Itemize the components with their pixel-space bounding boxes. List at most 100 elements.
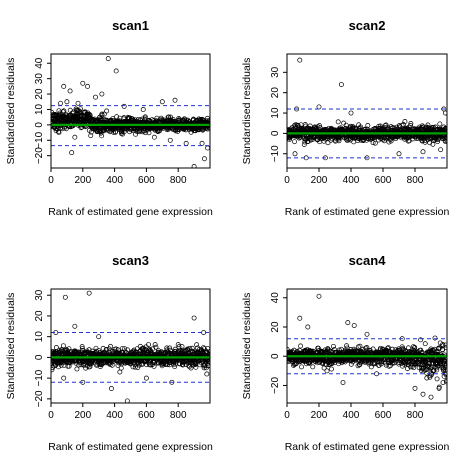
data-point	[430, 368, 436, 374]
data-point	[205, 360, 210, 366]
data-point	[167, 345, 173, 351]
y-axis-label: Standardised residuals	[241, 58, 253, 165]
x-tick-label: 800	[170, 410, 187, 421]
data-point	[298, 343, 304, 349]
data-point	[99, 133, 105, 139]
data-point	[365, 123, 371, 128]
data-point	[292, 139, 297, 145]
y-tick-label: 10	[270, 107, 281, 119]
x-tick-label: 200	[311, 410, 328, 421]
y-tick-label: 30	[270, 66, 281, 78]
x-tick-label: 200	[311, 175, 328, 186]
x-axis-label: Rank of estimated gene expression	[285, 441, 450, 453]
outlier-point	[428, 394, 434, 400]
data-point	[142, 114, 148, 120]
x-tick-label: 0	[48, 175, 54, 186]
outlier-point	[58, 100, 63, 106]
data-point	[80, 345, 85, 351]
outlier-point	[420, 149, 426, 155]
y-tick-label: −10	[34, 369, 45, 386]
data-point	[360, 346, 366, 352]
outlier-point	[80, 80, 86, 86]
data-point	[377, 345, 383, 351]
outlier-point	[396, 151, 402, 157]
outlier-point	[316, 293, 322, 299]
data-point	[154, 118, 160, 124]
data-point	[317, 123, 322, 129]
data-point	[419, 138, 425, 144]
outlier-point	[113, 68, 119, 74]
x-tick-label: 800	[407, 410, 424, 421]
points-group	[51, 56, 210, 168]
data-point	[434, 376, 440, 382]
outlier-point	[297, 57, 303, 63]
outlier-point	[412, 385, 418, 391]
data-point	[343, 122, 349, 128]
data-point	[153, 344, 159, 350]
data-point	[77, 106, 83, 112]
outlier-point	[324, 368, 330, 374]
outlier-point	[72, 134, 78, 140]
data-point	[189, 345, 195, 351]
y-tick-label: 20	[270, 321, 281, 333]
data-point	[325, 140, 331, 146]
outlier-point	[438, 147, 444, 153]
outlier-point	[108, 386, 114, 391]
data-point	[108, 343, 113, 349]
data-point	[202, 362, 208, 368]
x-tick-label: 800	[407, 175, 424, 186]
data-point	[301, 142, 307, 147]
data-point	[175, 342, 181, 348]
plot-frame	[286, 288, 448, 404]
data-point	[378, 361, 384, 367]
data-point	[167, 347, 173, 353]
plot-frame	[50, 288, 211, 404]
outlier-point	[338, 82, 344, 87]
outlier-point	[61, 375, 67, 381]
outlier-point	[191, 315, 197, 321]
outlier-point	[305, 324, 311, 330]
data-point	[86, 347, 92, 353]
y-tick-label: 20	[34, 310, 45, 322]
data-point	[402, 119, 408, 124]
outlier-point	[364, 331, 370, 337]
y-tick-label: −20	[34, 147, 45, 164]
data-point	[437, 121, 443, 127]
data-point	[443, 125, 447, 131]
outlier-point	[96, 334, 102, 340]
data-point	[424, 375, 430, 381]
panel-scan1: scan1 0 200 400 600 800 −20−10 0 10 20 30 40 Rank of…	[5, 18, 213, 218]
outlier-point	[69, 150, 75, 156]
outlier-point	[316, 104, 322, 110]
x-tick-label: 600	[375, 410, 392, 421]
data-point	[152, 342, 158, 348]
data-point	[336, 138, 342, 144]
x-tick-label: 0	[284, 410, 290, 421]
data-point	[146, 130, 152, 136]
y-tick-label: −20	[34, 390, 45, 407]
data-point	[399, 122, 405, 128]
data-point	[54, 126, 60, 131]
data-point	[443, 135, 447, 140]
outlier-point	[64, 99, 70, 105]
outlier-point	[172, 97, 178, 103]
x-tick-label: 400	[106, 410, 123, 421]
y-axis-label: Standardised residuals	[5, 293, 17, 400]
data-point	[372, 140, 378, 146]
outlier-point	[351, 323, 357, 328]
data-point	[377, 126, 382, 132]
data-point	[425, 122, 431, 128]
data-point	[335, 119, 341, 125]
data-point	[329, 366, 334, 372]
y-tick-label: −10	[270, 145, 281, 162]
points-group	[287, 293, 447, 400]
outlier-point	[104, 108, 110, 114]
y-tick-label: 40	[34, 57, 45, 69]
panel-scan3: scan3 0 200 400 600 800 −20 −10 0 10 20 30 Rank of e…	[5, 253, 213, 453]
plot-frame	[286, 53, 448, 169]
x-tick-label: 0	[284, 175, 290, 186]
data-point	[93, 345, 99, 351]
y-axis-label: Standardised residuals	[5, 58, 17, 165]
outlier-point	[120, 131, 126, 137]
outlier-point	[345, 320, 351, 326]
